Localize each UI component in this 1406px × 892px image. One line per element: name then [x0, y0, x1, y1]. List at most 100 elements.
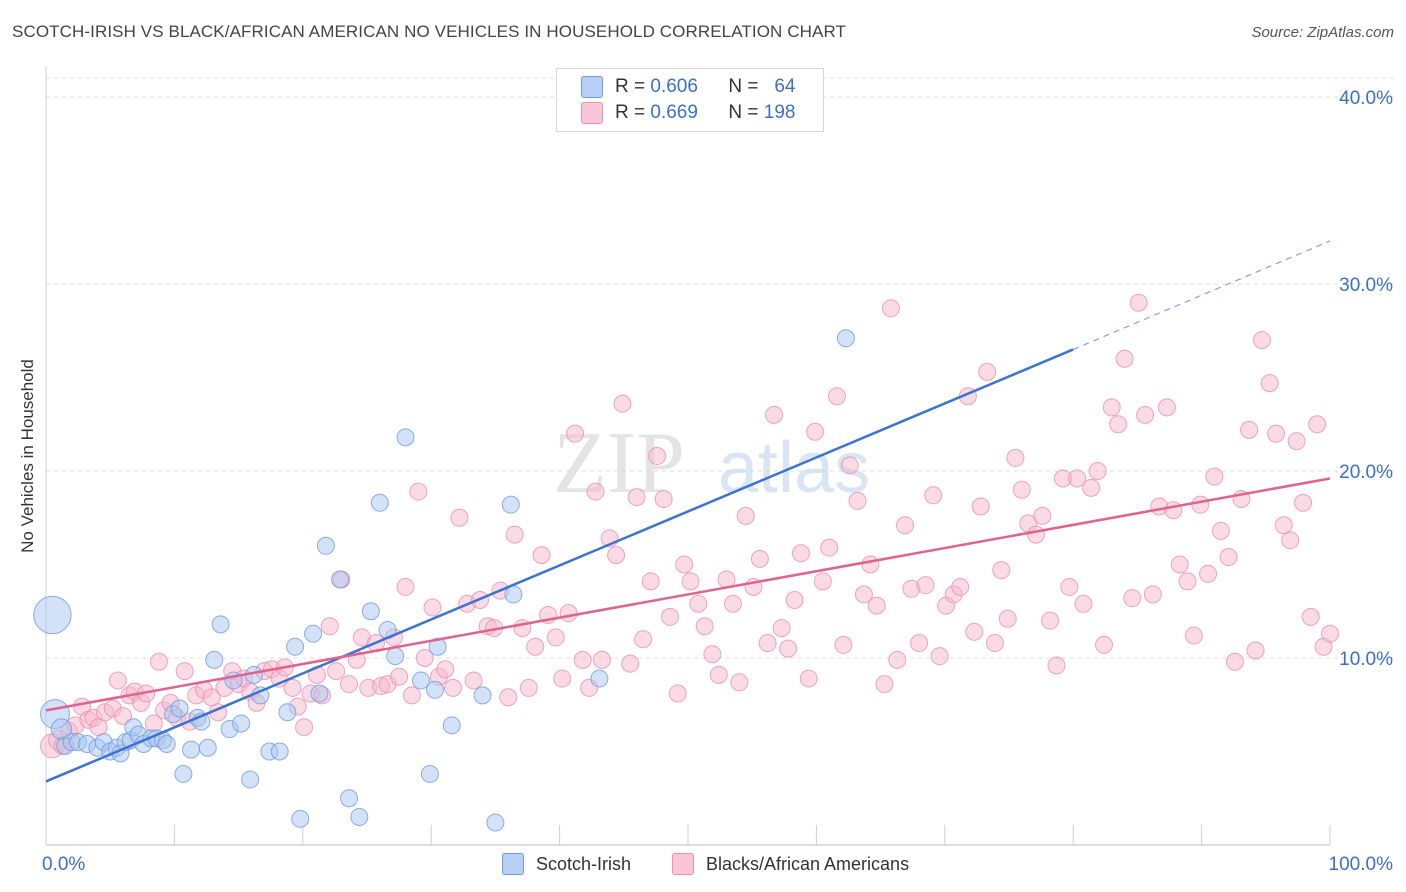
black-african-american-point [409, 482, 428, 501]
black-african-american-point [758, 634, 777, 653]
black-african-american-point [827, 387, 846, 406]
black-african-american-point [1123, 589, 1142, 608]
black-african-american-point [505, 525, 524, 544]
black-african-american-point [971, 497, 990, 516]
y-axis-title: No Vehicles in Household [18, 359, 37, 553]
black-african-american-point [1321, 624, 1339, 643]
black-african-american-point [89, 718, 108, 737]
black-african-american-point [1199, 564, 1218, 583]
black-african-american-point [283, 678, 302, 697]
chart-title: SCOTCH-IRISH VS BLACK/AFRICAN AMERICAN N… [12, 22, 846, 41]
scotch-irish-trendline [45, 348, 1074, 783]
black-african-american-point [1157, 398, 1176, 417]
black-african-american-point [813, 572, 832, 591]
black-african-american-point [396, 577, 415, 596]
r-label: R = [615, 102, 646, 123]
black-african-american-point [992, 561, 1011, 580]
scotch-irish-point [361, 602, 380, 621]
black-african-american-point [340, 675, 359, 694]
black-african-american-point [1109, 415, 1128, 434]
scotch-irish-point [170, 699, 189, 718]
black-african-american-point [875, 675, 894, 694]
black-african-american-point [1294, 493, 1313, 512]
scotch-irish-point [182, 740, 201, 759]
legend-item-blacks-african-americans: Blacks/African Americans [672, 852, 909, 876]
black-african-american-point [415, 649, 434, 667]
black-african-american-point [621, 654, 640, 673]
black-african-american-point [854, 585, 873, 604]
black-african-american-point [1184, 626, 1203, 645]
black-african-american-point [641, 572, 660, 591]
black-african-american-point [730, 673, 749, 692]
scotch-irish-point [278, 703, 297, 722]
scotch-irish-point [411, 671, 430, 690]
scotch-irish-point [590, 669, 609, 688]
black-african-american-point [1143, 585, 1162, 604]
black-african-american-point [654, 490, 673, 509]
black-african-american-point [592, 650, 611, 669]
black-african-american-point [1136, 405, 1155, 424]
black-african-american-point [114, 706, 133, 725]
black-african-american-point [1267, 424, 1286, 443]
black-african-american-point [861, 555, 880, 574]
scotch-irish-point [350, 807, 369, 826]
black-african-american-point [750, 549, 769, 568]
black-african-american-point [723, 594, 742, 613]
legend-row-black-african-american: R = 0.669 N = 198 [581, 101, 795, 125]
black-african-american-point [1260, 374, 1279, 393]
black-african-american-point [675, 555, 694, 574]
black-african-american-point [607, 546, 626, 565]
scotch-irish-point [420, 764, 439, 783]
scotch-irish-point [331, 570, 350, 589]
black-african-american-point [881, 299, 900, 318]
black-african-american-point [765, 405, 784, 424]
black-african-american-point [1102, 398, 1121, 417]
black-african-american-point [553, 669, 572, 688]
black-african-american-point [519, 678, 538, 697]
black-african-american-point [108, 671, 127, 690]
black-african-american-point [785, 591, 804, 610]
scotch-irish-point [198, 738, 217, 757]
black-african-american-point [661, 607, 680, 626]
black-african-american-point [573, 650, 592, 669]
black-african-american-point [1219, 548, 1238, 567]
black-african-american-point [149, 652, 168, 671]
y-tick-label: 40.0% [1339, 88, 1393, 109]
x-tick-label-min: 0.0% [42, 854, 85, 875]
black-african-american-point [295, 718, 314, 737]
black-african-american-point [327, 662, 346, 681]
scotch-irish-point [33, 595, 72, 635]
black-african-american-point [1047, 656, 1066, 675]
black-african-american-point [202, 688, 221, 707]
black-african-american-point [436, 660, 455, 679]
black-african-american-point [668, 684, 687, 703]
black-african-american-point [1170, 555, 1189, 574]
black-african-american-point [320, 617, 339, 636]
scotch-irish-point [442, 716, 461, 735]
black-african-american-point [175, 662, 194, 681]
scotch-irish-point [396, 428, 415, 447]
x-tick-label-max: 100.0% [1329, 854, 1394, 875]
scotch-irish-point [270, 742, 289, 761]
black-african-american-point [924, 486, 943, 505]
black-african-american-point [648, 447, 667, 466]
scotch-irish-point [157, 735, 176, 754]
black-african-american-point [390, 667, 409, 686]
black-african-american-point [709, 665, 728, 684]
black-african-american-point [613, 394, 632, 413]
scotch-irish-point [370, 493, 389, 512]
r-value: 0.669 [650, 102, 698, 123]
black-african-american-point [951, 577, 970, 596]
black-african-american-point [965, 622, 984, 641]
scotch-irish-point [428, 637, 447, 656]
black-african-american-point [423, 598, 442, 617]
black-african-american-point [532, 546, 551, 565]
black-african-american-point [930, 647, 949, 666]
black-african-american-point [703, 645, 722, 664]
black-african-american-point [791, 544, 810, 563]
r-value: 0.606 [650, 76, 698, 97]
black-african-american-point [840, 456, 859, 475]
black-african-american-point [681, 572, 700, 591]
black-african-american-point [916, 576, 935, 595]
black-african-american-point [1211, 521, 1230, 540]
